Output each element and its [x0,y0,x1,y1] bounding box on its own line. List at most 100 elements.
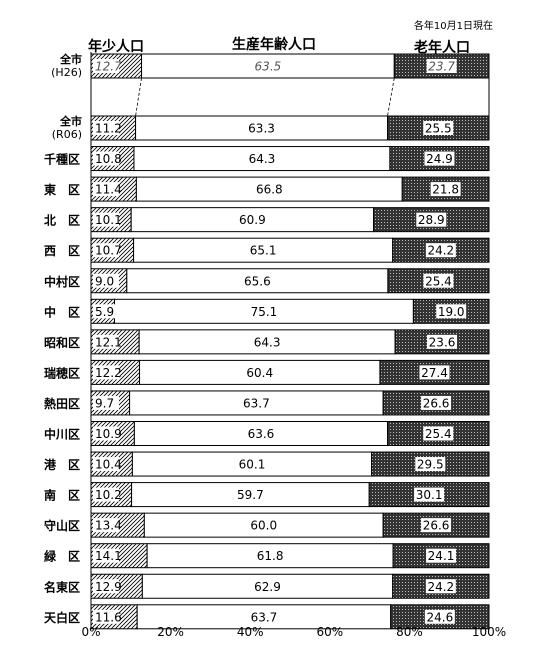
youth-label-box [93,548,119,563]
bar-row: 9.0 65.6 25.4 中村区 [44,268,490,294]
bar-row: 10.7 65.1 24.2 西 区 [44,237,490,263]
elderly-label-box [427,334,458,349]
elderly-label-box [414,487,445,502]
elderly-label-box [423,426,454,441]
category-label: 熱田区 [44,396,80,411]
working-age-value-label: 60.9 [239,213,266,227]
elderly-label-box [426,548,457,563]
bar-row: 12.9 62.9 24.2 名東区 [44,573,490,599]
elderly-value-label: 26.6 [423,519,450,533]
youth-value-label: 12.1 [95,335,122,349]
elderly-label-box [425,243,456,258]
category-label: 中 区 [44,304,80,319]
working-age-value-label: 63.6 [248,427,275,441]
working-age-value-label: 62.9 [254,580,281,594]
youth-label-box [93,243,119,258]
working-age-bar [146,543,394,569]
elderly-value-label: 27.4 [421,366,448,380]
bar-row: 11.6 63.7 24.6 天白区 [44,604,490,630]
youth-label-box [93,182,119,197]
elderly-value-label: 25.4 [425,274,452,288]
elderly-value-label: 24.2 [427,580,454,594]
youth-label-box [93,121,119,135]
working-age-value-label: 75.1 [251,305,278,319]
youth-value-label: 11.4 [95,183,122,197]
working-age-bar [130,207,375,233]
elderly-value-label: 23.6 [429,335,456,349]
elderly-label-box [425,579,456,594]
youth-value-label: 10.8 [95,152,122,166]
elderly-value-label: 24.9 [426,152,453,166]
elderly-label-box [436,304,467,319]
category-label: 全市 [59,52,82,66]
elderly-bar [382,390,490,416]
working-age-value-label: 66.8 [256,183,283,197]
youth-value-label: 12.7 [95,60,122,74]
working-age-value-label: 65.6 [244,274,271,288]
category-label: 港 区 [44,457,80,472]
working-age-bar [141,573,394,599]
elderly-label-box [424,609,455,624]
working-age-population-header: 生産年齢人口 [232,37,316,53]
category-label: 瑞穂区 [44,365,80,380]
working-age-bar [131,451,373,477]
x-tick-label: 60% [316,625,343,639]
youth-label-box [93,609,119,624]
elderly-label-box [426,59,457,73]
youth-value-label: 10.1 [95,213,122,227]
working-age-value-label: 59.7 [237,488,264,502]
elderly-value-label: 25.4 [425,427,452,441]
bar-row: 9.7 63.7 26.6 熱田区 [44,390,490,416]
youth-value-label: 9.7 [95,396,114,410]
category-label: 守山区 [44,518,80,533]
youth-label-box [93,334,119,349]
youth-value-label: 10.2 [95,488,122,502]
working-age-bar [126,268,389,294]
connector-band [90,77,490,117]
working-age-value-label: 63.3 [248,122,275,136]
category-label: 緑 区 [44,549,80,564]
elderly-value-label: 24.1 [428,549,455,563]
youth-label-box [93,304,119,319]
elderly-value-label: 19.0 [438,305,465,319]
category-label: 天白区 [44,610,80,625]
youth-value-label: 9.0 [95,274,114,288]
bar-row: 10.8 64.3 24.9 千種区 [44,146,490,172]
youth-label-box [93,151,119,166]
elderly-value-label: 26.6 [423,396,450,410]
category-label: 中川区 [44,427,80,442]
youth-label-box [93,426,119,441]
elderly-label-box [421,395,452,410]
bar-row: 11.2 63.3 25.5 全市(R06) [52,114,490,141]
youth-population-header: 年少人口 [88,39,144,55]
as-of-note: 各年10月1日現在 [413,21,493,32]
working-age-value-label: 63.7 [243,396,270,410]
youth-value-label: 11.2 [95,122,122,136]
elderly-label-box [421,518,452,533]
elderly-value-label: 25.5 [425,122,452,136]
bar-row: 5.9 75.1 19.0 中 区 [44,298,490,324]
elderly-value-label: 23.7 [428,60,455,74]
youth-value-label: 12.9 [95,580,122,594]
x-tick-label: 20% [157,625,184,639]
bar-row: 13.4 60.0 26.6 守山区 [44,512,490,538]
elderly-label-box [424,151,455,166]
category-label: 名東区 [44,579,80,594]
youth-label-box [93,273,119,288]
working-age-value-label: 64.3 [249,152,276,166]
youth-value-label: 13.4 [95,519,122,533]
x-tick-label: 40% [237,625,264,639]
youth-bar [90,237,135,263]
youth-label-box [93,365,119,380]
elderly-value-label: 24.6 [426,610,453,624]
working-age-value-label: 60.4 [246,366,273,380]
category-label: 昭和区 [44,335,80,350]
elderly-value-label: 28.9 [418,213,445,227]
category-label: 全市 [59,114,82,128]
working-age-bar [133,421,389,446]
youth-value-label: 10.7 [95,244,122,258]
bar-row: 10.1 60.9 28.9 北 区 [44,207,490,233]
youth-value-label: 10.9 [95,427,122,441]
